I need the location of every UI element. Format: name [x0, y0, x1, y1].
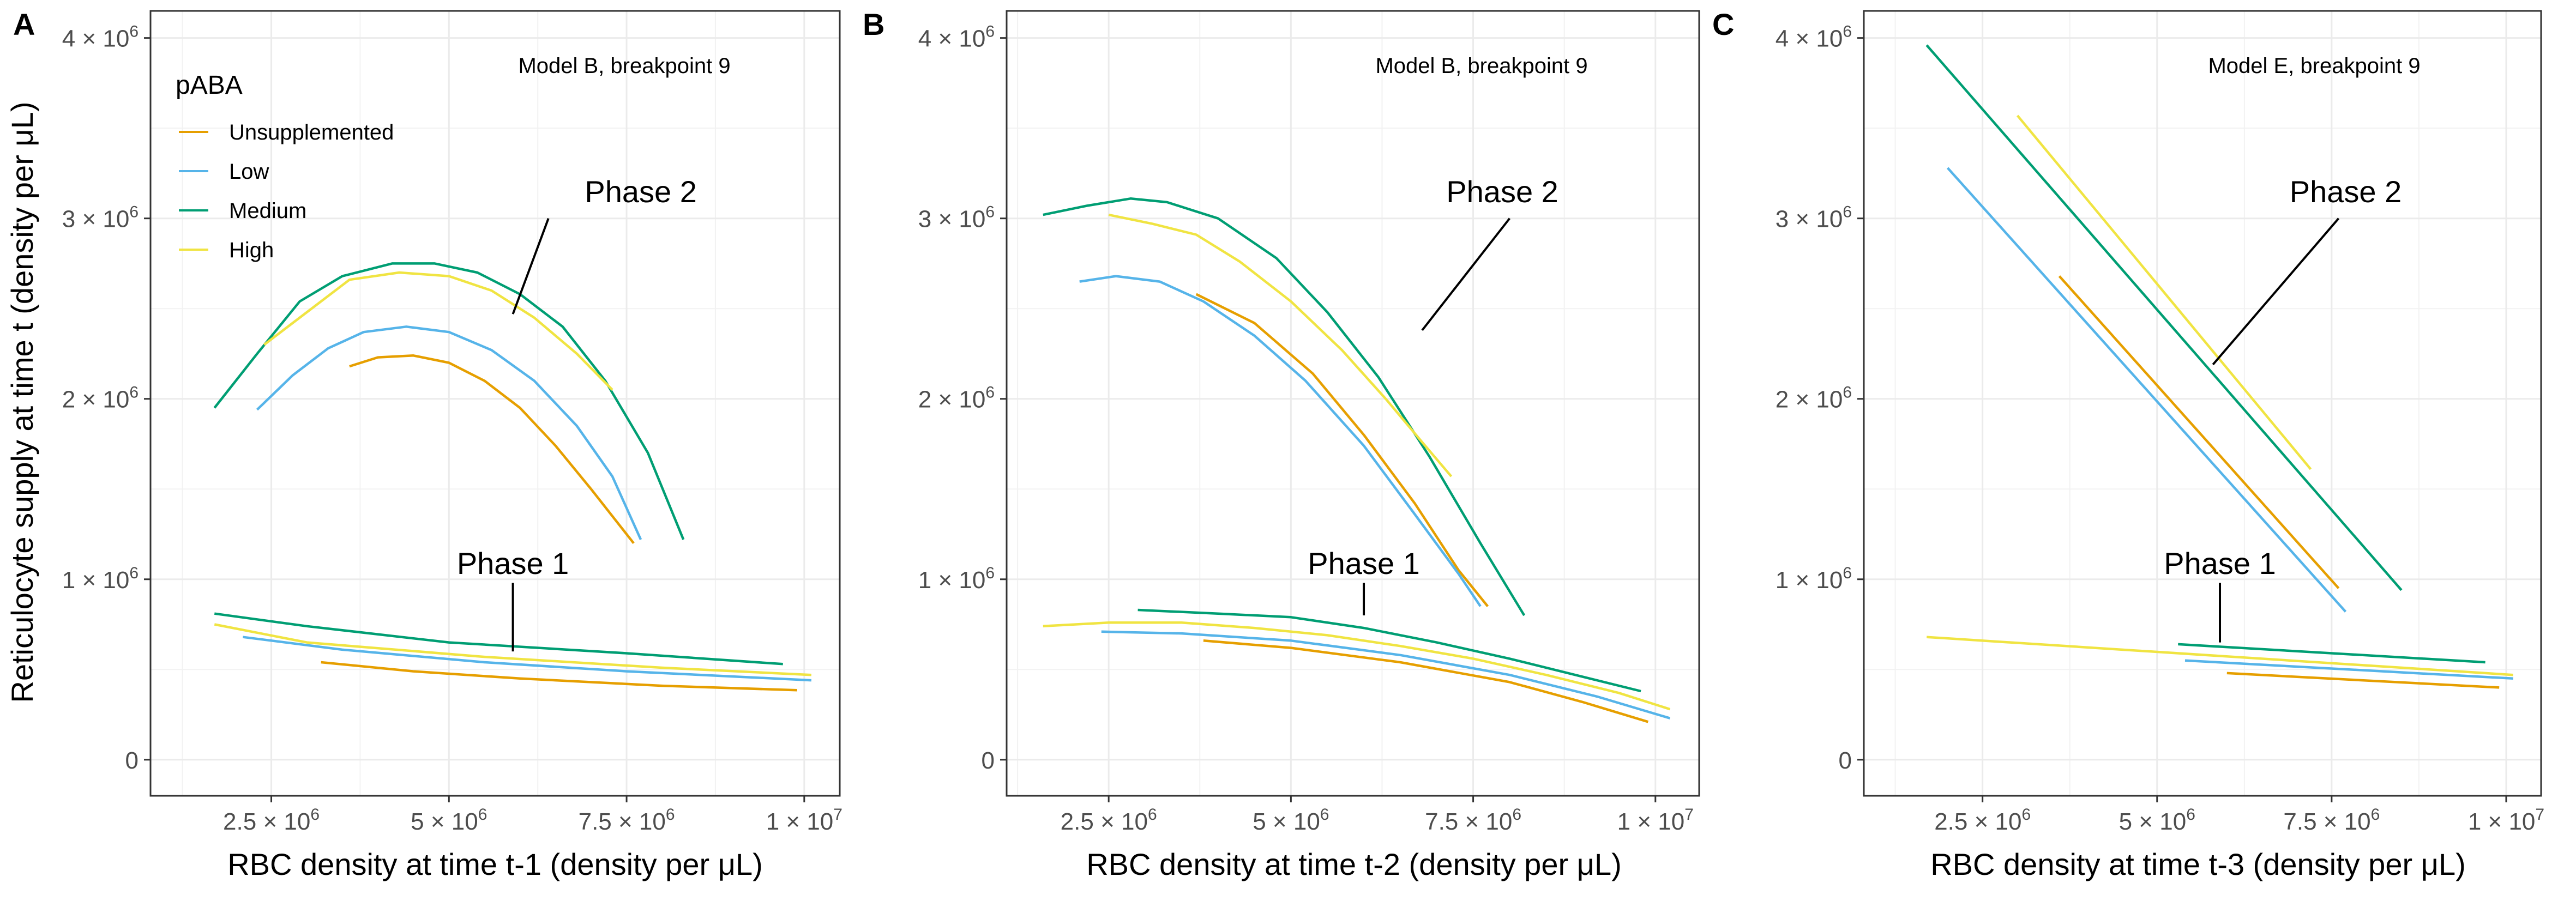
panel-b-x-tick-label: 7.5 × 106: [1425, 806, 1521, 835]
panel-b-line-medium-phase-2: [1043, 197, 1526, 616]
panel-b-line-unsupplemented-phase-2: [1195, 293, 1489, 607]
panel-a-line-medium-phase-2: [213, 262, 685, 540]
panel-a-phase-2-pointer: [511, 217, 550, 315]
panel-b-line-low-phase-1: [1101, 630, 1671, 719]
panel-c-x-tick-label: 7.5 × 106: [2283, 806, 2380, 835]
panel-a-line-unsupplemented-phase-1: [321, 661, 797, 692]
panel-b-line-unsupplemented-phase-1: [1203, 639, 1649, 723]
panel-a-x-tick-label: 5 × 106: [411, 806, 487, 835]
panel-c-y-tick-label: 4 × 106: [1775, 23, 1852, 52]
panel-c-x-tick-label: 1 × 107: [2468, 806, 2544, 835]
panel-letter-c: C: [1712, 7, 1734, 41]
panel-b-y-tick-label: 0: [982, 747, 995, 774]
panel-a-x-axis-title: RBC density at time t-1 (density per μL): [227, 847, 763, 881]
panel-c-annotation: Model E, breakpoint 9: [2208, 54, 2420, 78]
panel-c-line-high-phase-2: [2016, 114, 2312, 470]
panel-b-plot: Phase 2 Phase 1 0 1 × 106 2 × 106 3 × 106 4 × …: [918, 10, 1700, 835]
panel-b-line-low-phase-2: [1079, 275, 1482, 607]
panel-c-y-tick-label: 3 × 106: [1775, 203, 1852, 233]
legend-entry-medium: Medium: [179, 199, 306, 223]
panel-c-y-tick-label: 0: [1839, 747, 1852, 774]
legend-label-low: Low: [229, 160, 269, 184]
legend-label-medium: Medium: [229, 199, 306, 223]
panel-a-y-tick-label: 4 × 106: [62, 23, 139, 52]
panel-c-line-unsupplemented-phase-2: [2058, 275, 2340, 589]
panel-c-line-high-phase-1: [1927, 636, 2513, 676]
panel-c-line-low-phase-2: [1946, 167, 2347, 613]
legend-title: pABA: [176, 71, 243, 100]
panel-b-y-tick-label: 3 × 106: [918, 203, 995, 233]
panel-c-line-low-phase-1: [2184, 659, 2513, 680]
panel-c-line-medium-phase-2: [1925, 44, 2403, 591]
panel-c-plot: Phase 2 Phase 1 0 1 × 106 2 × 106 3 × 106 4 × …: [1775, 10, 2544, 835]
legend-label-high: High: [229, 238, 274, 262]
panel-letter-b: B: [863, 7, 884, 41]
panel-c-x-tick-label: 2.5 × 106: [1934, 806, 2031, 835]
panel-a-y-tick-label: 3 × 106: [62, 203, 139, 233]
panel-a-phase-1-label: Phase 1: [457, 546, 569, 580]
panel-a-line-low-phase-1: [243, 636, 812, 682]
panel-a-annotation: Model B, breakpoint 9: [518, 54, 730, 78]
panel-c-line-unsupplemented-phase-1: [2226, 672, 2500, 689]
panel-c-x-tick-label: 5 × 106: [2119, 806, 2195, 835]
panel-c-x-axis-title: RBC density at time t-3 (density per μL): [1930, 847, 2466, 881]
panel-a-y-tick-label: 1 × 106: [62, 564, 139, 594]
y-axis-title: Reticulocyte supply at time t (density p…: [5, 102, 39, 703]
panel-a-phase-2-label: Phase 2: [585, 174, 697, 209]
panel-c: Phase 2 Phase 1 0 1 × 106 2 × 106 3 × 106 4 × …: [1712, 7, 2544, 881]
panel-b-line-high-phase-2: [1108, 213, 1453, 477]
panel-c-phase-2-pointer: [2212, 217, 2340, 366]
legend: pABA Unsupplemented Low Medium High: [176, 71, 394, 262]
panel-b-x-tick-label: 5 × 106: [1253, 806, 1329, 835]
panel-c-border: [1863, 10, 2542, 797]
panel-c-line-medium-phase-1: [2178, 643, 2485, 664]
panel-b-y-tick-label: 2 × 106: [918, 384, 995, 413]
panel-a-x-tick-label: 2.5 × 106: [223, 806, 320, 835]
panel-a-y-tick-label: 0: [125, 747, 139, 774]
panel-b-line-medium-phase-1: [1137, 608, 1641, 693]
panel-b-line-high-phase-1: [1043, 621, 1671, 711]
panel-b-phase-1-label: Phase 1: [1308, 546, 1420, 580]
panel-c-plot-area: [1864, 11, 2541, 796]
panel-letter-a: A: [13, 7, 35, 41]
panel-a-border: [149, 10, 841, 797]
panel-a-y-tick-label: 2 × 106: [62, 384, 139, 413]
panel-b-y-tick-label: 1 × 106: [918, 564, 995, 594]
panel-c-y-tick-label: 2 × 106: [1775, 384, 1852, 413]
panel-a-line-high-phase-1: [214, 623, 812, 676]
panel-b-x-axis-title: RBC density at time t-2 (density per μL): [1086, 847, 1622, 881]
panel-b-x-tick-label: 2.5 × 106: [1061, 806, 1157, 835]
panel-a-x-tick-label: 1 × 107: [766, 806, 842, 835]
panel-a-line-low-phase-2: [256, 325, 642, 540]
panel-a-x-tick-label: 7.5 × 106: [579, 806, 675, 835]
panel-a-line-unsupplemented-phase-2: [349, 354, 635, 544]
legend-entry-high: High: [179, 238, 274, 262]
panel-b-border: [1006, 10, 1700, 797]
panel-c-phase-1-label: Phase 1: [2164, 546, 2276, 580]
panel-b: Phase 2 Phase 1 0 1 × 106 2 × 106 3 × 106 4 × …: [863, 7, 1700, 881]
panel-c-phase-2-label: Phase 2: [2290, 174, 2402, 209]
panel-b-plot-area: [1007, 11, 1699, 796]
panel-b-annotation: Model B, breakpoint 9: [1375, 54, 1587, 78]
panel-b-phase-2-label: Phase 2: [1446, 174, 1558, 209]
legend-entry-low: Low: [179, 160, 269, 184]
panel-a-plot: Phase 2 Phase 1 0 1 × 106 2 × 106 3 × 106 4 × …: [62, 10, 842, 835]
panel-c-y-tick-label: 1 × 106: [1775, 564, 1852, 594]
panel-a: Phase 2 Phase 1 0 1 × 106 2 × 106 3 × 106 4 × …: [13, 7, 842, 881]
panel-a-line-high-phase-2: [263, 271, 613, 391]
legend-entry-unsupplemented: Unsupplemented: [179, 120, 394, 144]
panel-b-x-tick-label: 1 × 107: [1617, 806, 1694, 835]
panel-b-phase-2-pointer: [1421, 217, 1510, 331]
legend-label-unsupplemented: Unsupplemented: [229, 120, 394, 144]
panel-a-line-medium-phase-1: [214, 612, 783, 666]
panel-b-y-tick-label: 4 × 106: [918, 23, 995, 52]
